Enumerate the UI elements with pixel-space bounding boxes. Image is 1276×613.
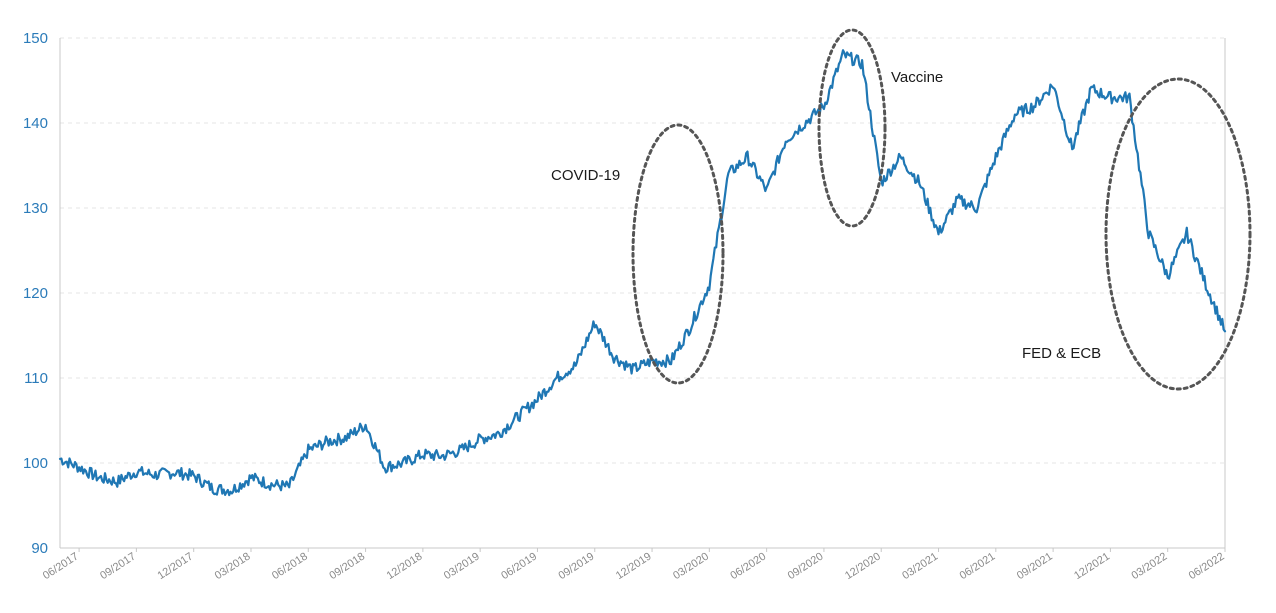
x-tick-label: 06/2019: [499, 550, 539, 582]
x-axis-ticks: 06/2017 09/2017 12/2017 03/2018 06/2018 09/20…: [41, 548, 1227, 582]
x-tick-label: 03/2020: [671, 550, 711, 582]
x-tick-label: 03/2022: [1129, 550, 1169, 582]
x-tick-label: 06/2020: [728, 550, 768, 582]
x-tick-label: 12/2021: [1072, 550, 1112, 582]
y-axis-ticks: 90 100 110 120 130 140 150: [23, 30, 48, 557]
x-tick-label: 09/2019: [557, 550, 597, 582]
annotations: COVID-19 Vaccine FED & ECB: [551, 28, 1252, 391]
x-tick-label: 03/2021: [900, 550, 940, 582]
annotation-ellipse: [817, 28, 887, 228]
x-tick-label: 03/2019: [442, 550, 482, 582]
x-tick-label: 09/2020: [786, 550, 826, 582]
x-tick-label: 06/2018: [270, 550, 310, 582]
annotation-label: FED & ECB: [1022, 345, 1101, 362]
y-tick-label: 110: [24, 370, 48, 387]
y-tick-label: 140: [23, 115, 48, 132]
annotation-label: COVID-19: [551, 167, 620, 184]
x-tick-label: 09/2017: [98, 550, 138, 582]
x-tick-label: 06/2021: [958, 550, 998, 582]
annotation-ellipse: [631, 123, 725, 385]
grid-lines: [60, 37, 1225, 464]
series-layer: [58, 49, 1227, 497]
x-tick-label: 03/2018: [213, 550, 253, 582]
x-tick-label: 12/2017: [155, 550, 195, 582]
x-tick-label: 09/2018: [327, 550, 367, 582]
x-tick-label: 06/2022: [1187, 550, 1227, 582]
x-tick-label: 12/2019: [614, 550, 654, 582]
x-tick-label: 12/2020: [843, 550, 883, 582]
y-tick-label: 130: [23, 200, 48, 217]
axes: [59, 38, 1226, 549]
y-tick-label: 120: [23, 285, 48, 302]
x-tick-label: 09/2021: [1015, 550, 1055, 582]
annotation-label: Vaccine: [891, 69, 943, 86]
y-tick-label: 150: [23, 30, 48, 47]
x-tick-label: 12/2018: [385, 550, 425, 582]
y-tick-label: 100: [23, 455, 48, 472]
series-line: [58, 49, 1227, 497]
annotation-ellipse: [1104, 77, 1252, 391]
y-tick-label: 90: [31, 540, 48, 557]
